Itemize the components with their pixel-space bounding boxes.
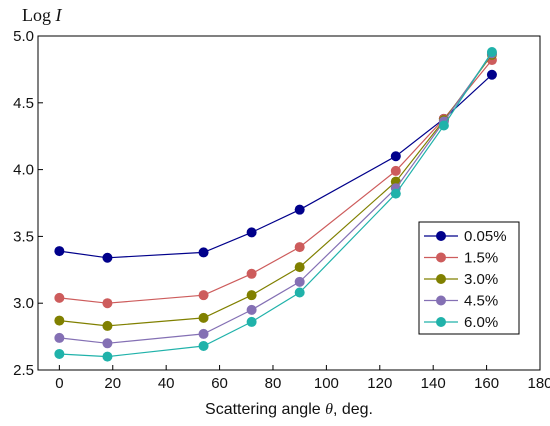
data-point <box>198 328 209 339</box>
data-point <box>198 340 209 351</box>
x-tick-label: 20 <box>104 375 121 392</box>
data-point <box>198 290 209 301</box>
data-point <box>486 69 497 80</box>
x-tick-label: 60 <box>211 375 228 392</box>
legend-entry: 3.0% <box>424 271 498 288</box>
data-point <box>246 268 257 279</box>
data-point <box>198 312 209 323</box>
legend-marker <box>436 317 446 327</box>
y-tick-label: 4.5 <box>13 95 34 112</box>
data-point <box>102 351 113 362</box>
data-point <box>102 298 113 309</box>
series-line <box>59 59 493 304</box>
x-tick-label: 0 <box>55 375 63 392</box>
y-tick-label: 4.0 <box>13 162 34 179</box>
x-axis-title: Scattering angle θ, deg. <box>205 401 373 418</box>
series-line <box>59 74 493 259</box>
data-point <box>390 151 401 162</box>
data-point <box>102 338 113 349</box>
data-point <box>390 165 401 176</box>
legend-entry: 0.05% <box>424 228 507 245</box>
data-point <box>486 47 497 58</box>
legend-marker <box>436 252 446 263</box>
series-line <box>59 53 493 344</box>
legend-box <box>418 221 520 335</box>
y-tick-label: 3.5 <box>13 228 34 245</box>
legend-entry: 1.5% <box>424 250 498 267</box>
x-tick-label: 100 <box>314 375 339 392</box>
data-point <box>294 287 305 298</box>
data-point <box>54 246 65 257</box>
data-point <box>54 292 65 303</box>
legend-label: 0.05% <box>464 228 507 245</box>
legend-marker <box>436 274 446 284</box>
data-point <box>438 120 449 131</box>
data-point <box>390 188 401 199</box>
x-tick-label: 40 <box>158 375 175 392</box>
legend-label: 1.5% <box>464 250 498 267</box>
legend-entry: 4.5% <box>424 293 498 310</box>
data-point <box>54 315 65 326</box>
data-point <box>246 290 257 301</box>
data-point <box>198 247 209 258</box>
data-point <box>294 262 305 273</box>
legend-marker <box>436 295 446 306</box>
x-tick-label: 80 <box>265 375 282 392</box>
x-tick-label: 120 <box>367 375 392 392</box>
y-axis-title: Log I <box>22 5 63 25</box>
data-point <box>246 227 257 238</box>
data-point <box>294 276 305 287</box>
legend-entry: 6.0% <box>424 314 498 331</box>
y-tick-label: 3.0 <box>13 295 34 312</box>
x-tick-label: 180 <box>527 375 550 392</box>
legend-label: 6.0% <box>464 314 498 331</box>
axis-ticks: 0 20 40 60 80 100 120 140 160 180 2.5 3.0 3.5 4.0 4.5 5… <box>13 28 550 392</box>
series-line <box>59 51 493 358</box>
data-point <box>102 320 113 331</box>
legend: 0.05% 1.5% 3.0% 4.5% 6.0% <box>418 221 520 335</box>
data-point <box>54 348 65 359</box>
data-point <box>294 204 305 215</box>
y-tick-label: 2.5 <box>13 362 34 379</box>
data-point <box>294 242 305 253</box>
data-point <box>246 316 257 327</box>
legend-label: 3.0% <box>464 271 498 288</box>
series-layer <box>54 47 497 362</box>
x-tick-label: 160 <box>474 375 499 392</box>
plot-frame <box>37 35 541 371</box>
series-6.0% <box>54 47 497 362</box>
legend-marker <box>436 231 446 241</box>
data-point <box>246 304 257 315</box>
data-point <box>54 332 65 343</box>
series-line <box>59 54 493 327</box>
legend-label: 4.5% <box>464 293 498 310</box>
y-tick-label: 5.0 <box>13 28 34 45</box>
x-tick-label: 140 <box>421 375 446 392</box>
data-point <box>102 252 113 263</box>
